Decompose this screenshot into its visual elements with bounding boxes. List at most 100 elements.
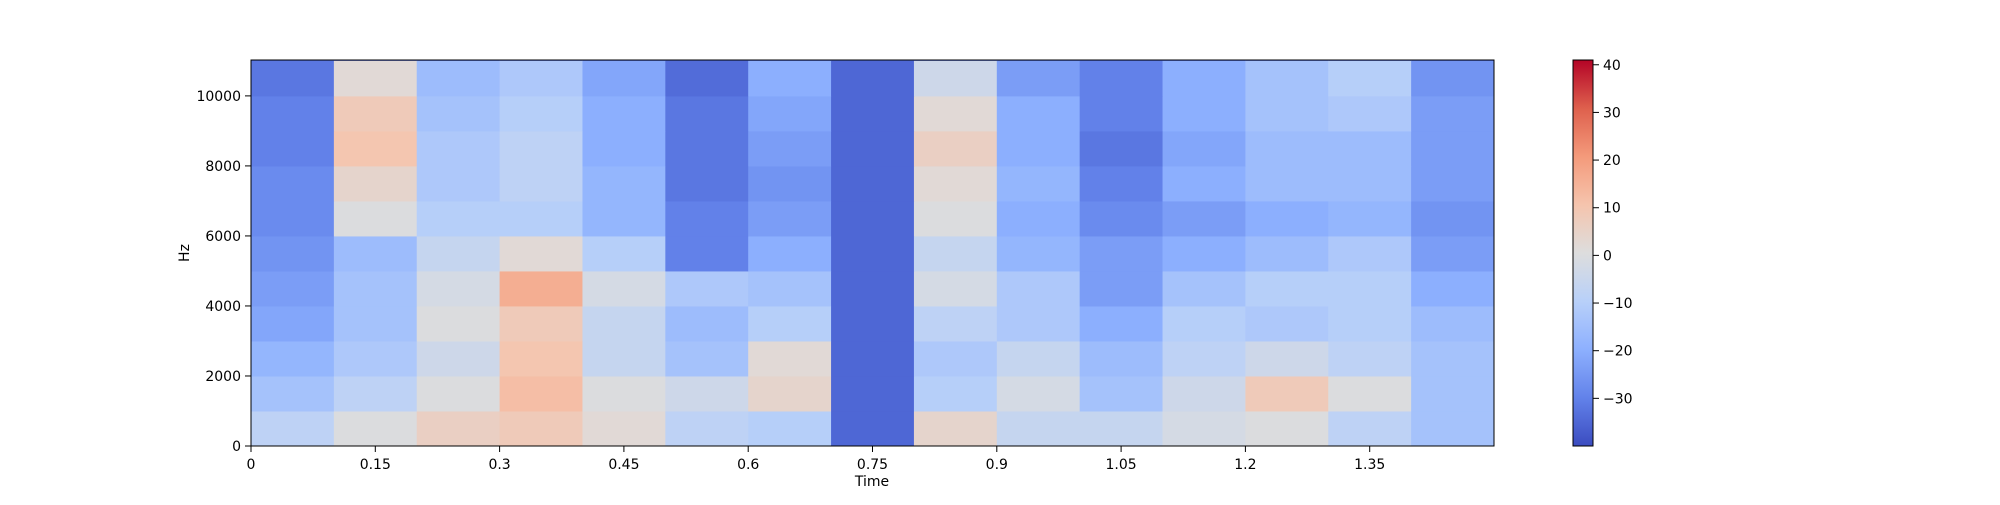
heatmap-cell xyxy=(913,340,998,377)
heatmap-cell xyxy=(1245,340,1329,377)
colorbar-tick-label: −20 xyxy=(1603,344,1633,360)
colorbar-tick-label: 20 xyxy=(1603,153,1621,169)
heatmap-cell xyxy=(1411,305,1494,342)
y-tick-label: 0 xyxy=(232,439,241,455)
heatmap-cell xyxy=(416,200,501,237)
heatmap-cell xyxy=(1411,130,1494,167)
heatmap-cell xyxy=(1079,375,1164,412)
heatmap-cell xyxy=(333,200,418,237)
heatmap-cell xyxy=(582,130,666,167)
heatmap-cell xyxy=(251,165,335,202)
heatmap-cell xyxy=(748,305,832,342)
x-tick-label: 0 xyxy=(247,457,256,473)
y-tick-label: 10000 xyxy=(196,89,241,105)
heatmap-cell xyxy=(665,165,749,202)
heatmap-cell xyxy=(1245,60,1329,97)
heatmap-cell xyxy=(416,95,501,132)
heatmap-cell xyxy=(416,410,501,446)
heatmap-cell xyxy=(913,165,998,202)
heatmap-cell xyxy=(665,235,749,272)
heatmap-cell xyxy=(499,340,583,377)
heatmap-cell xyxy=(499,130,583,167)
heatmap-cell xyxy=(333,410,418,446)
heatmap-cell xyxy=(748,410,832,446)
heatmap-cell xyxy=(1245,200,1329,237)
heatmap-cell xyxy=(582,200,666,237)
heatmap-cell xyxy=(1162,270,1246,307)
heatmap-cell xyxy=(1411,200,1494,237)
x-tick-label: 0.6 xyxy=(737,457,759,473)
x-axis-label: Time xyxy=(854,474,889,490)
heatmap-cell xyxy=(1328,305,1412,342)
heatmap-cell xyxy=(1411,270,1494,307)
heatmap-cell xyxy=(333,60,418,97)
colorbar-scale xyxy=(1572,59,1594,447)
heatmap-cell xyxy=(1162,200,1246,237)
heatmap-cell xyxy=(499,165,583,202)
heatmap-cell xyxy=(748,270,832,307)
heatmap-cell xyxy=(1328,410,1412,446)
heatmap-cell xyxy=(1245,235,1329,272)
heatmap-cell xyxy=(748,95,832,132)
heatmap-cell xyxy=(582,270,666,307)
x-axis: 0 0.15 0.3 0.45 0.6 0.75 0.9 1.05 1.2 1.35 xyxy=(247,446,1385,473)
heatmap-cell xyxy=(1245,95,1329,132)
heatmap-cell xyxy=(416,340,501,377)
heatmap-cell xyxy=(913,60,998,97)
heatmap-cell xyxy=(499,95,583,132)
heatmap-cell xyxy=(333,130,418,167)
colorbar-tick-label: 30 xyxy=(1603,105,1621,121)
heatmap-cell xyxy=(831,235,915,272)
heatmap-cell xyxy=(499,235,583,272)
heatmap-cell xyxy=(499,410,583,446)
heatmap-cell xyxy=(1411,165,1494,202)
heatmap-cell xyxy=(1328,270,1412,307)
heatmap-cell xyxy=(665,340,749,377)
y-tick-label: 8000 xyxy=(205,159,241,175)
x-tick-label: 0.9 xyxy=(986,457,1008,473)
heatmap-cell xyxy=(1162,95,1246,132)
heatmap-cell xyxy=(1079,130,1164,167)
heatmap-cell xyxy=(1162,375,1246,412)
heatmap-cell xyxy=(333,340,418,377)
heatmap-cell xyxy=(251,305,335,342)
heatmap-cell xyxy=(665,305,749,342)
colorbar-tick-label: −10 xyxy=(1603,296,1633,312)
heatmap-cell xyxy=(1162,410,1246,446)
heatmap-cell xyxy=(913,95,998,132)
heatmap-cell xyxy=(1162,60,1246,97)
heatmap-cell xyxy=(748,165,832,202)
heatmap-cell xyxy=(996,165,1081,202)
heatmap-cell xyxy=(996,305,1081,342)
colorbar-tick-label: −30 xyxy=(1603,391,1633,407)
heatmap-cell xyxy=(1162,235,1246,272)
heatmap-cell xyxy=(416,235,501,272)
heatmap-cells xyxy=(251,60,1494,446)
colorbar: 40 30 20 10 0 −10 −20 −30 xyxy=(1572,58,1633,447)
heatmap-cell xyxy=(1328,95,1412,132)
heatmap-cell xyxy=(1411,95,1494,132)
heatmap-cell xyxy=(748,235,832,272)
heatmap-cell xyxy=(1162,165,1246,202)
heatmap-cell xyxy=(1079,410,1164,446)
y-tick-label: 2000 xyxy=(205,369,241,385)
heatmap-cell xyxy=(251,200,335,237)
heatmap-cell xyxy=(499,60,583,97)
colorbar-tick-label: 10 xyxy=(1603,201,1621,217)
colorbar-tick-label: 0 xyxy=(1603,248,1612,264)
heatmap-cell xyxy=(499,270,583,307)
heatmap-cell xyxy=(1079,165,1164,202)
heatmap-cell xyxy=(416,130,501,167)
heatmap-cell xyxy=(996,235,1081,272)
heatmap-cell xyxy=(251,95,335,132)
heatmap-cell xyxy=(665,95,749,132)
heatmap-cell xyxy=(913,270,998,307)
heatmap-cell xyxy=(913,410,998,446)
y-axis-label: Hz xyxy=(177,244,193,262)
heatmap-cell xyxy=(1079,200,1164,237)
heatmap-cell xyxy=(251,235,335,272)
heatmap-cell xyxy=(1079,95,1164,132)
heatmap-cell xyxy=(996,340,1081,377)
heatmap-cell xyxy=(831,95,915,132)
